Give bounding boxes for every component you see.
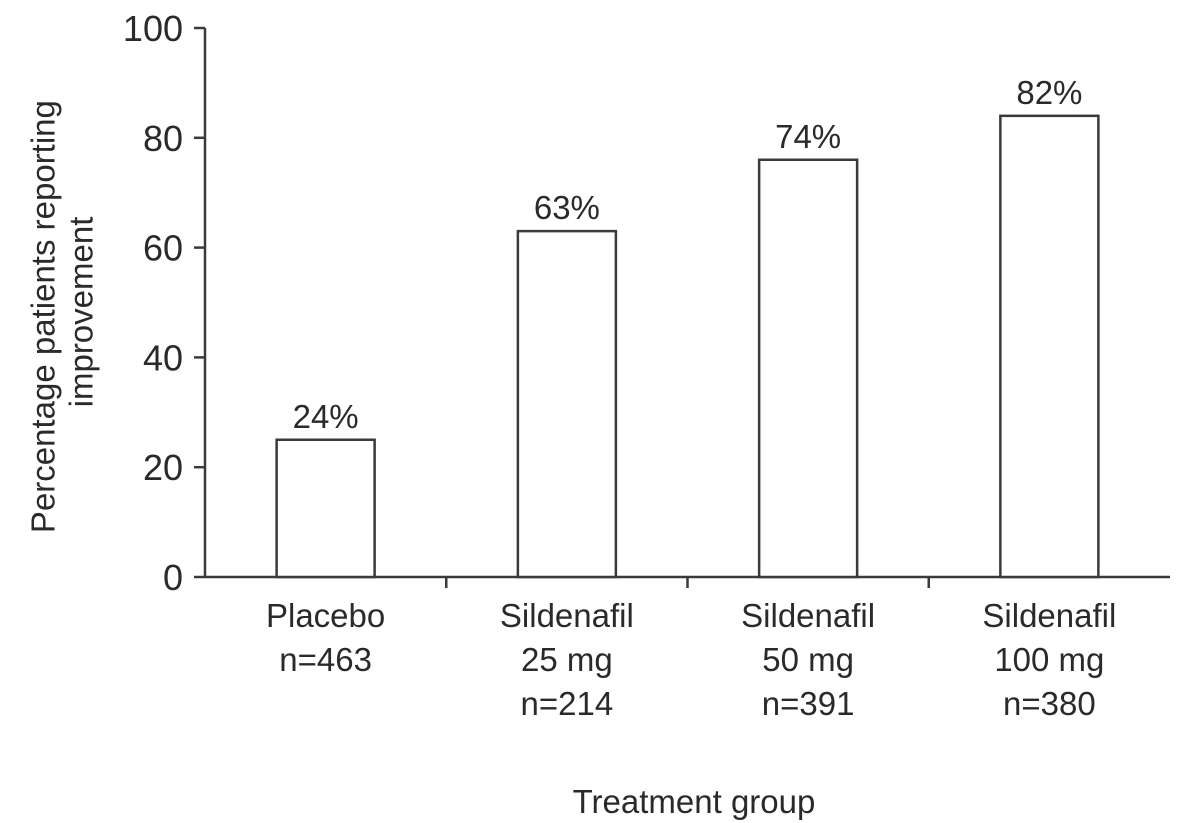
data-label: 82%: [1016, 74, 1082, 111]
category-label: 25 mg: [521, 641, 613, 678]
bar: [999, 114, 1100, 579]
y-axis-title-line-1: Percentage patients reporting: [25, 100, 62, 533]
category-label: 50 mg: [762, 641, 854, 678]
y-tick-label: 0: [163, 557, 183, 598]
category-label: n=380: [1003, 685, 1096, 722]
y-axis-title-line-2: improvement: [63, 217, 100, 408]
y-tick-label: 40: [143, 337, 183, 378]
data-label: 24%: [293, 398, 359, 435]
category-label: Sildenafil: [500, 597, 634, 634]
y-axis-title: Percentage patients reporting improvemen…: [25, 91, 100, 533]
category-label: Sildenafil: [741, 597, 875, 634]
y-tick-label: 80: [143, 118, 183, 159]
category-label: 100 mg: [994, 641, 1104, 678]
bar: [275, 438, 376, 579]
data-label: 63%: [534, 189, 600, 226]
y-tick-label: 100: [123, 8, 183, 49]
y-tick-label: 60: [143, 228, 183, 269]
y-tick-label: 20: [143, 447, 183, 488]
category-label: Sildenafil: [982, 597, 1116, 634]
x-axis-title: Treatment group: [573, 783, 816, 820]
category-label: n=391: [762, 685, 855, 722]
data-label: 74%: [775, 118, 841, 155]
bar: [757, 158, 859, 579]
plot-area: 0 20 40 60 80 100 24% Placebo n=463 63% Sildenafil…: [123, 8, 1170, 722]
category-label: n=463: [279, 641, 372, 678]
category-label: n=214: [521, 685, 614, 722]
bar: [516, 229, 618, 579]
category-label: Placebo: [266, 597, 385, 634]
